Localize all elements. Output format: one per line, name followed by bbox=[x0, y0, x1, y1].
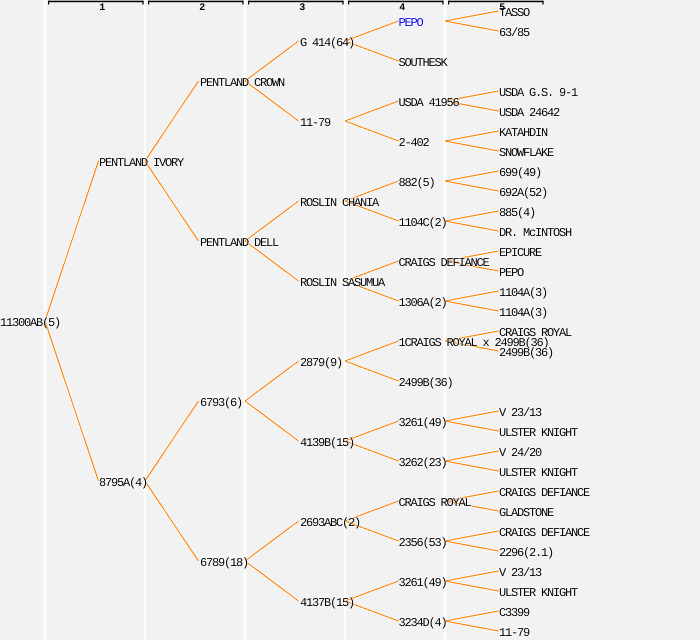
svg-text:699(49): 699(49) bbox=[499, 166, 541, 180]
svg-text:11-79: 11-79 bbox=[499, 626, 530, 640]
svg-text:ULSTER KNIGHT: ULSTER KNIGHT bbox=[499, 426, 578, 440]
svg-text:3: 3 bbox=[299, 3, 305, 14]
svg-text:CRAIGS DEFIANCE: CRAIGS DEFIANCE bbox=[399, 256, 490, 270]
svg-text:2296(2.1): 2296(2.1) bbox=[499, 546, 553, 560]
svg-text:PENTLAND IVORY: PENTLAND IVORY bbox=[99, 156, 184, 170]
svg-text:1104C(2): 1104C(2) bbox=[399, 216, 447, 230]
svg-text:GLADSTONE: GLADSTONE bbox=[499, 506, 554, 520]
svg-text:CRAIGS DEFIANCE: CRAIGS DEFIANCE bbox=[499, 486, 590, 500]
svg-text:4139B(15): 4139B(15) bbox=[300, 436, 354, 450]
svg-text:CRAIGS ROYAL: CRAIGS ROYAL bbox=[499, 326, 572, 340]
svg-text:PENTLAND DELL: PENTLAND DELL bbox=[200, 236, 279, 250]
svg-text:2356(53): 2356(53) bbox=[399, 536, 447, 550]
svg-text:USDA 41956: USDA 41956 bbox=[399, 96, 460, 110]
svg-text:CRAIGS ROYAL: CRAIGS ROYAL bbox=[399, 496, 472, 510]
svg-text:G 414(64): G 414(64) bbox=[300, 36, 354, 50]
svg-text:3261(49): 3261(49) bbox=[399, 576, 447, 590]
svg-text:8795A(4): 8795A(4) bbox=[99, 476, 147, 490]
svg-text:1104A(3): 1104A(3) bbox=[499, 286, 547, 300]
svg-text:2499B(36): 2499B(36) bbox=[399, 376, 453, 390]
svg-text:885(4): 885(4) bbox=[499, 206, 535, 220]
svg-text:ULSTER KNIGHT: ULSTER KNIGHT bbox=[499, 586, 578, 600]
svg-text:2: 2 bbox=[199, 3, 205, 14]
svg-text:6793(6): 6793(6) bbox=[200, 396, 242, 410]
svg-text:11-79: 11-79 bbox=[300, 116, 331, 130]
svg-text:USDA 24642: USDA 24642 bbox=[499, 106, 560, 120]
svg-text:V 23/13: V 23/13 bbox=[499, 566, 542, 580]
svg-text:USDA G.S. 9-1: USDA G.S. 9-1 bbox=[499, 86, 578, 100]
svg-text:1CRAIGS ROYAL x 2499B(36): 1CRAIGS ROYAL x 2499B(36) bbox=[399, 336, 549, 350]
svg-text:3234D(4): 3234D(4) bbox=[399, 616, 447, 630]
svg-text:DR. McINTOSH: DR. McINTOSH bbox=[499, 226, 572, 240]
svg-text:3261(49): 3261(49) bbox=[399, 416, 447, 430]
svg-text:TASSO: TASSO bbox=[499, 6, 530, 20]
svg-text:1: 1 bbox=[99, 3, 105, 14]
svg-text:63/85: 63/85 bbox=[499, 26, 530, 40]
svg-text:EPICURE: EPICURE bbox=[499, 246, 542, 260]
svg-text:PENTLAND CROWN: PENTLAND CROWN bbox=[200, 76, 285, 90]
svg-text:2499B(36): 2499B(36) bbox=[499, 346, 553, 360]
svg-text:V 24/20: V 24/20 bbox=[499, 446, 542, 460]
svg-text:ROSLIN SASUMUA: ROSLIN SASUMUA bbox=[300, 276, 386, 290]
svg-text:692A(52): 692A(52) bbox=[499, 186, 547, 200]
svg-text:1104A(3): 1104A(3) bbox=[499, 306, 547, 320]
svg-text:ROSLIN CHANIA: ROSLIN CHANIA bbox=[300, 196, 380, 210]
svg-text:6789(18): 6789(18) bbox=[200, 556, 248, 570]
svg-text:SOUTHESK: SOUTHESK bbox=[399, 56, 449, 70]
svg-text:4: 4 bbox=[399, 3, 405, 14]
svg-text:3262(23): 3262(23) bbox=[399, 456, 447, 470]
svg-text:PEPO: PEPO bbox=[499, 266, 524, 280]
svg-text:CRAIGS DEFIANCE: CRAIGS DEFIANCE bbox=[499, 526, 590, 540]
svg-text:C3399: C3399 bbox=[499, 606, 530, 620]
svg-text:2693ABC(2): 2693ABC(2) bbox=[300, 516, 360, 530]
svg-text:4137B(15): 4137B(15) bbox=[300, 596, 354, 610]
svg-text:V 23/13: V 23/13 bbox=[499, 406, 542, 420]
svg-text:ULSTER KNIGHT: ULSTER KNIGHT bbox=[499, 466, 578, 480]
svg-text:882(5): 882(5) bbox=[399, 176, 435, 190]
svg-text:PEPO: PEPO bbox=[399, 16, 424, 30]
svg-text:5: 5 bbox=[499, 3, 505, 14]
svg-text:1306A(2): 1306A(2) bbox=[399, 296, 447, 310]
svg-text:2879(9): 2879(9) bbox=[300, 356, 342, 370]
svg-text:SNOWFLAKE: SNOWFLAKE bbox=[499, 146, 554, 160]
svg-text:KATAHDIN: KATAHDIN bbox=[499, 126, 548, 140]
svg-text:2-402: 2-402 bbox=[399, 136, 430, 150]
svg-text:11300AB(5): 11300AB(5) bbox=[0, 316, 60, 330]
